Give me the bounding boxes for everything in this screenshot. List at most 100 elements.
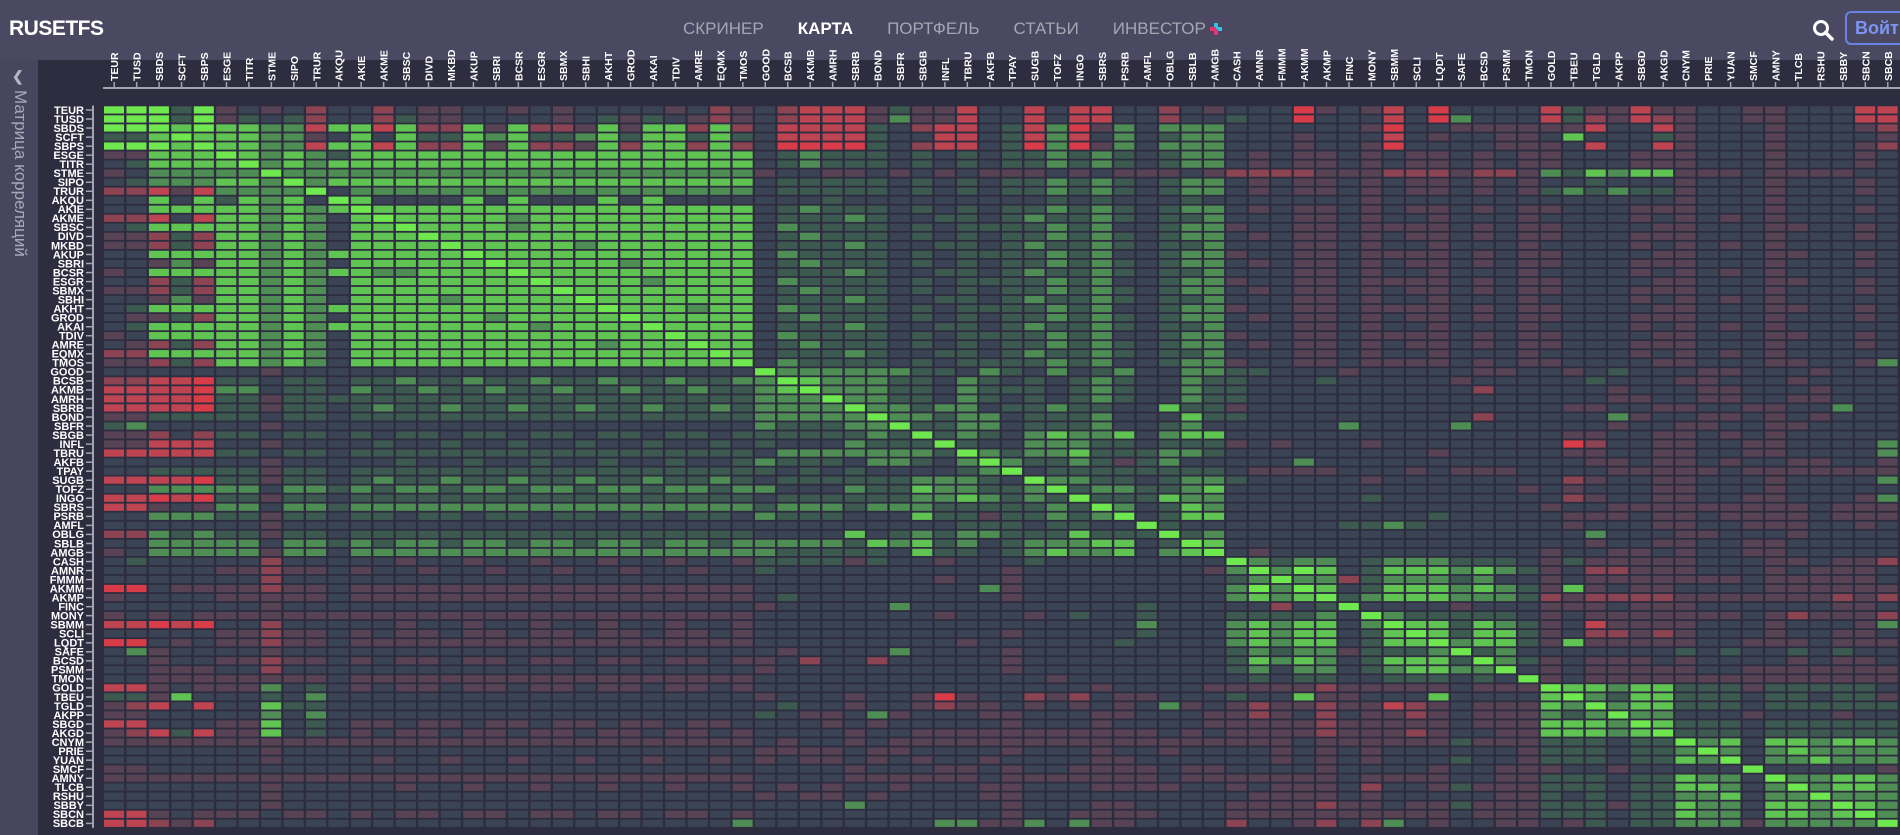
- cell-EQMX-FINC[interactable]: [1338, 350, 1359, 358]
- cell-AKMP-AKPP[interactable]: [1608, 593, 1629, 602]
- cell-AKME-SBHI[interactable]: [575, 214, 596, 222]
- cell-BCSR-SBMX[interactable]: [553, 268, 574, 277]
- cell-SBRB-INGO[interactable]: [1069, 404, 1090, 412]
- cell-SBRB-AKGD[interactable]: [1653, 404, 1674, 412]
- cell-AMRE-SBBY[interactable]: [1832, 341, 1853, 349]
- cell-AKIE-TMON[interactable]: [1518, 205, 1539, 213]
- cell-SCLI-TOFZ[interactable]: [1046, 630, 1067, 638]
- cell-TEUR-TITR[interactable]: [238, 106, 259, 114]
- cell-TOFZ-PSRB[interactable]: [1114, 485, 1135, 493]
- cell-CASH-SBRS[interactable]: [1091, 557, 1112, 566]
- cell-GROD-TOFZ[interactable]: [1046, 313, 1067, 322]
- cell-AKHT-SBGD[interactable]: [1630, 304, 1651, 313]
- cell-SCFT-DIVD[interactable]: [418, 133, 439, 141]
- cell-PSRB-RSHU[interactable]: [1810, 512, 1831, 520]
- cell-SBRS-LQDT[interactable]: [1428, 503, 1449, 511]
- cell-AMRE-SBPS[interactable]: [193, 341, 214, 349]
- cell-AKMP-AMNR[interactable]: [1248, 593, 1269, 602]
- cell-INGO-INGO[interactable]: [1069, 494, 1090, 502]
- cell-SBRI-SBBY[interactable]: [1832, 259, 1853, 268]
- cell-GROD-AMRE[interactable]: [687, 313, 708, 322]
- cell-LQDT-AKPP[interactable]: [1608, 639, 1629, 647]
- cell-SBDS-INGO[interactable]: [1069, 124, 1090, 132]
- cell-SBRB-DIVD[interactable]: [418, 404, 439, 412]
- cell-AKMB-ESGR[interactable]: [530, 386, 551, 394]
- cell-SBPS-AKMB[interactable]: [799, 142, 820, 150]
- cell-CASH-TOFZ[interactable]: [1046, 557, 1067, 566]
- cell-SBMM-AMGB[interactable]: [1204, 621, 1225, 629]
- cell-AMGB-AKUP[interactable]: [463, 548, 484, 556]
- cell-SBRS-ESGR[interactable]: [530, 503, 551, 511]
- cell-AKMB-RSHU[interactable]: [1810, 386, 1831, 394]
- cell-PSRB-AMFL[interactable]: [1136, 512, 1157, 520]
- cell-SBSC-TMOS[interactable]: [732, 223, 753, 231]
- cell-TUSD-SBMX[interactable]: [553, 115, 574, 123]
- cell-SAFE-FINC[interactable]: [1338, 648, 1359, 656]
- cell-TBRU-TMON[interactable]: [1518, 449, 1539, 457]
- cell-AKUP-GOOD[interactable]: [755, 250, 776, 259]
- cell-AMRH-SBDS[interactable]: [148, 395, 169, 403]
- cell-TOFZ-GOOD[interactable]: [755, 485, 776, 493]
- cell-SIPO-OBLG[interactable]: [1159, 178, 1180, 186]
- cell-SBSC-GOOD[interactable]: [755, 223, 776, 231]
- cell-BCSD-PRIE[interactable]: [1697, 657, 1718, 665]
- cell-AKFB-TPAY[interactable]: [1002, 458, 1023, 466]
- cell-SBHI-SBSC[interactable]: [395, 295, 416, 304]
- cell-GROD-AKIE[interactable]: [350, 313, 371, 322]
- cell-INGO-TPAY[interactable]: [1002, 494, 1023, 502]
- cell-TITR-MONY[interactable]: [1361, 160, 1382, 168]
- cell-BCSR-AKME[interactable]: [373, 268, 394, 277]
- cell-OBLG-GOLD[interactable]: [1540, 530, 1561, 538]
- cell-PSRB-CASH[interactable]: [1226, 512, 1247, 520]
- cell-BOND-AKME[interactable]: [373, 413, 394, 421]
- cell-PSRB-INFL[interactable]: [934, 512, 955, 520]
- cell-LQDT-SBBY[interactable]: [1832, 639, 1853, 647]
- cell-EQMX-AKIE[interactable]: [350, 350, 371, 358]
- cell-TUSD-SBGD[interactable]: [1630, 115, 1651, 123]
- cell-AKQU-TPAY[interactable]: [1002, 196, 1023, 204]
- cell-INGO-SCFT[interactable]: [171, 494, 192, 502]
- cell-SBGB-TGLD[interactable]: [1585, 431, 1606, 439]
- cell-TPAY-BCSD[interactable]: [1473, 467, 1494, 475]
- cell-FMMM-SBPS[interactable]: [193, 575, 214, 584]
- cell-TUSD-TGLD[interactable]: [1585, 115, 1606, 123]
- cell-SBDS-TGLD[interactable]: [1585, 124, 1606, 132]
- cell-SIPO-YUAN[interactable]: [1720, 178, 1741, 186]
- cell-TBRU-SMCF[interactable]: [1742, 449, 1763, 457]
- cell-AKQU-SBCN[interactable]: [1855, 196, 1876, 204]
- cell-ESGE-AKGD[interactable]: [1653, 151, 1674, 159]
- cell-DIVD-SBSC[interactable]: [395, 232, 416, 240]
- cell-ESGR-TPAY[interactable]: [1002, 277, 1023, 286]
- cell-TMOS-SBFR[interactable]: [889, 359, 910, 367]
- cell-BCSR-TMON[interactable]: [1518, 268, 1539, 277]
- cell-SBSC-SBGB[interactable]: [912, 223, 933, 231]
- cell-SBHI-AMGB[interactable]: [1204, 295, 1225, 304]
- cell-SBSC-ESGE[interactable]: [216, 223, 237, 231]
- cell-FMMM-AKMB[interactable]: [799, 575, 820, 584]
- cell-SBMX-FINC[interactable]: [1338, 286, 1359, 295]
- cell-SBRI-PSRB[interactable]: [1114, 259, 1135, 268]
- cell-TRUR-CASH[interactable]: [1226, 187, 1247, 195]
- cell-AKUP-INFL[interactable]: [934, 250, 955, 259]
- cell-AKME-INFL[interactable]: [934, 214, 955, 222]
- cell-SIPO-ESGE[interactable]: [216, 178, 237, 186]
- cell-AMGB-SBBY[interactable]: [1832, 548, 1853, 556]
- cell-SBRB-SBHI[interactable]: [575, 404, 596, 412]
- cell-TPAY-AKUP[interactable]: [463, 467, 484, 475]
- cell-GOOD-CASH[interactable]: [1226, 368, 1247, 376]
- cell-SUGB-SBMX[interactable]: [553, 476, 574, 484]
- cell-AKIE-TDIV[interactable]: [665, 205, 686, 213]
- cell-SIPO-INFL[interactable]: [934, 178, 955, 186]
- cell-AKUP-AMNR[interactable]: [1248, 250, 1269, 259]
- cell-SBHI-TPAY[interactable]: [1002, 295, 1023, 304]
- cell-SBMX-AKAI[interactable]: [642, 286, 663, 295]
- cell-AKMP-SCFT[interactable]: [171, 593, 192, 602]
- cell-AKMM-TGLD[interactable]: [1585, 584, 1606, 593]
- cell-SBSC-BCSB[interactable]: [777, 223, 798, 231]
- cell-TDIV-AMFL[interactable]: [1136, 332, 1157, 340]
- cell-AKMP-AKUP[interactable]: [463, 593, 484, 602]
- cell-AKMB-PSMM[interactable]: [1495, 386, 1516, 394]
- cell-TITR-SBRS[interactable]: [1091, 160, 1112, 168]
- cell-SBMX-AKUP[interactable]: [463, 286, 484, 295]
- cell-TPAY-AMRH[interactable]: [822, 467, 843, 475]
